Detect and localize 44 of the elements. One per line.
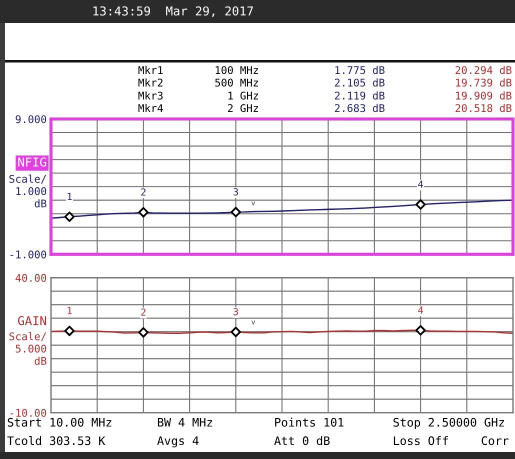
text: 100 MHz xyxy=(216,66,258,74)
text: Start 10.00 MHz xyxy=(8,418,112,427)
text: 2.105 dB xyxy=(334,78,385,87)
text: Loss Off xyxy=(394,436,448,446)
y-axis-title: NFIG Scale/ 1.000 dB xyxy=(9,157,46,208)
text: Corr xyxy=(482,436,509,446)
text: Points 101 xyxy=(275,418,344,427)
text: Stop 2.50000 GHz xyxy=(393,418,504,429)
point xyxy=(64,212,75,222)
series-label: 1 xyxy=(68,307,72,314)
text: 19.739 dB xyxy=(456,78,512,87)
point xyxy=(230,206,241,218)
y-tick-label: -1.000 xyxy=(10,250,46,258)
text: Mkr1 xyxy=(138,66,163,74)
text: Mkr3 xyxy=(138,91,163,100)
y-tick-label: 9.000 xyxy=(16,115,46,124)
text: Tcold 303.53 K xyxy=(7,436,106,446)
text: 13:43:59 Mar 29, 2017 xyxy=(93,6,253,18)
text: 2 GHz xyxy=(228,104,258,112)
text: 1 GHz xyxy=(228,92,258,100)
series-label: 1 xyxy=(68,192,72,200)
y-axis-title: GAIN Scale/ 5.000 dB xyxy=(9,316,46,365)
text: 2.683 dB xyxy=(334,104,385,112)
text: 20.518 dB xyxy=(456,104,512,112)
text: 1.775 dB xyxy=(335,66,385,74)
text: Avgs 4 xyxy=(157,436,199,448)
text: 500 MHz xyxy=(215,78,258,87)
point xyxy=(415,199,426,210)
series-label: 4 xyxy=(418,180,424,188)
series-label: 2 xyxy=(141,188,146,196)
text: 20.294 dB xyxy=(456,66,512,74)
y-tick-label: -10.00 xyxy=(10,408,46,417)
point xyxy=(138,207,149,218)
y-tick-label: 40.00 xyxy=(16,274,46,282)
text: 2.119 dB xyxy=(334,91,385,100)
series-label: 2 xyxy=(141,308,146,316)
text: BW 4 MHz xyxy=(158,418,212,427)
text: Mkr2 xyxy=(138,78,163,86)
text: 19.909 dB xyxy=(456,91,512,100)
series-label: 3 xyxy=(234,188,238,196)
series-label: 3 xyxy=(234,308,238,316)
text: Mkr4 xyxy=(138,104,163,112)
text: Att 0 dB xyxy=(274,436,330,446)
series-label: 4 xyxy=(418,306,424,314)
